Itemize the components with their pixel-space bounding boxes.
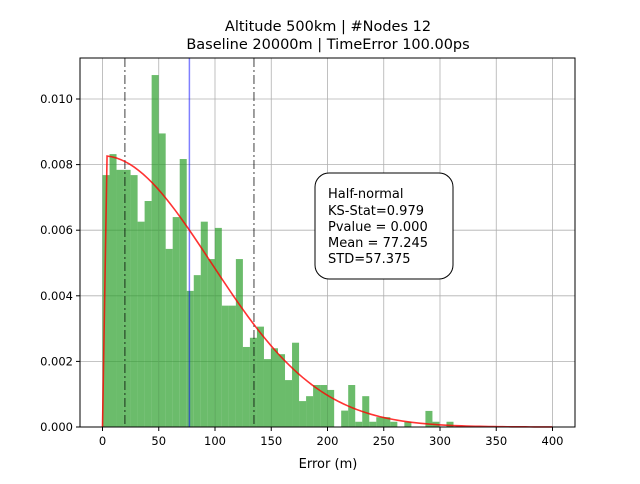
y-tick-label: 0.006 — [40, 223, 73, 237]
fit-curve — [101, 155, 553, 428]
histogram-bar — [214, 227, 222, 427]
annotation-line-3: Pvalue = 0.000 — [328, 220, 428, 235]
histogram-bar — [425, 410, 433, 427]
annotation-box: Half-normal KS-Stat=0.979 Pvalue = 0.000… — [314, 172, 454, 280]
annotation-line-4: Mean = 77.245 — [328, 236, 428, 251]
histogram-bar — [278, 354, 286, 427]
x-tick-label: 150 — [260, 434, 282, 448]
x-tick-label: 200 — [317, 434, 339, 448]
histogram-bar — [193, 275, 201, 427]
histogram-bar — [376, 417, 384, 427]
histogram-bar — [151, 75, 159, 427]
histogram-bar — [446, 421, 454, 427]
histogram-bar — [292, 342, 300, 427]
x-tick-label: 250 — [373, 434, 395, 448]
histogram-bar — [172, 217, 180, 427]
reference-lines — [124, 58, 255, 427]
histogram-bar — [221, 305, 229, 427]
histogram-bar — [362, 396, 370, 427]
fit-curve-group — [101, 155, 553, 428]
histogram-bar — [235, 259, 243, 427]
histogram-bar — [327, 389, 335, 427]
histogram-bar — [263, 359, 271, 427]
histogram-bar — [242, 346, 250, 427]
histogram-bar — [313, 385, 321, 427]
annotation-line-2: KS-Stat=0.979 — [328, 204, 424, 219]
y-tick-label: 0.008 — [40, 158, 73, 172]
histogram-bar — [207, 259, 215, 427]
histogram-bar — [390, 421, 398, 427]
x-axis-label: Error (m) — [299, 457, 358, 472]
y-tick-label: 0.000 — [40, 420, 73, 434]
x-tick-label: 50 — [151, 434, 166, 448]
histogram-bar — [404, 421, 412, 427]
y-tick-label: 0.004 — [40, 289, 73, 303]
histogram-bar — [137, 221, 145, 427]
annotation-line-5: STD=57.375 — [328, 252, 411, 267]
annotation-line-1: Half-normal — [328, 187, 403, 202]
x-tick-label: 400 — [542, 434, 564, 448]
histogram-bar — [306, 396, 314, 427]
histogram-bar — [179, 159, 187, 428]
histogram-bar — [123, 169, 131, 427]
x-tick-label: 0 — [99, 434, 106, 448]
histogram-bars — [102, 75, 454, 428]
histogram-bar — [200, 221, 208, 427]
histogram-bar — [341, 410, 349, 427]
x-tick-label: 100 — [204, 434, 226, 448]
histogram-bar — [109, 154, 117, 427]
histogram-bar — [116, 169, 124, 427]
x-tick-label: 300 — [429, 434, 451, 448]
histogram-bar — [355, 421, 363, 427]
histogram-bar — [256, 326, 264, 427]
histogram-bar — [228, 305, 236, 427]
histogram-bar — [320, 385, 328, 427]
histogram-bar — [130, 175, 138, 427]
chart-title-line-2: Baseline 20000m | TimeError 100.00ps — [186, 37, 469, 53]
histogram-bar — [270, 348, 278, 427]
y-tick-label: 0.002 — [40, 354, 73, 368]
histogram-bar — [383, 417, 391, 427]
histogram-bar — [165, 248, 173, 427]
chart-title-line-1: Altitude 500km | #Nodes 12 — [225, 19, 431, 35]
histogram-bar — [299, 401, 307, 427]
histogram-bar — [285, 380, 293, 427]
axis-ticks: 0 50 100 150 200 250 300 350 400 0.000 0.002 0.004 0… — [40, 92, 563, 448]
histogram-bar — [186, 290, 194, 427]
histogram-bar — [348, 385, 356, 427]
histogram-bar — [102, 175, 110, 427]
y-tick-label: 0.010 — [40, 92, 73, 106]
histogram-bar — [144, 201, 152, 427]
histogram-bar — [369, 421, 377, 427]
x-tick-label: 350 — [485, 434, 507, 448]
histogram-bar — [158, 133, 166, 427]
